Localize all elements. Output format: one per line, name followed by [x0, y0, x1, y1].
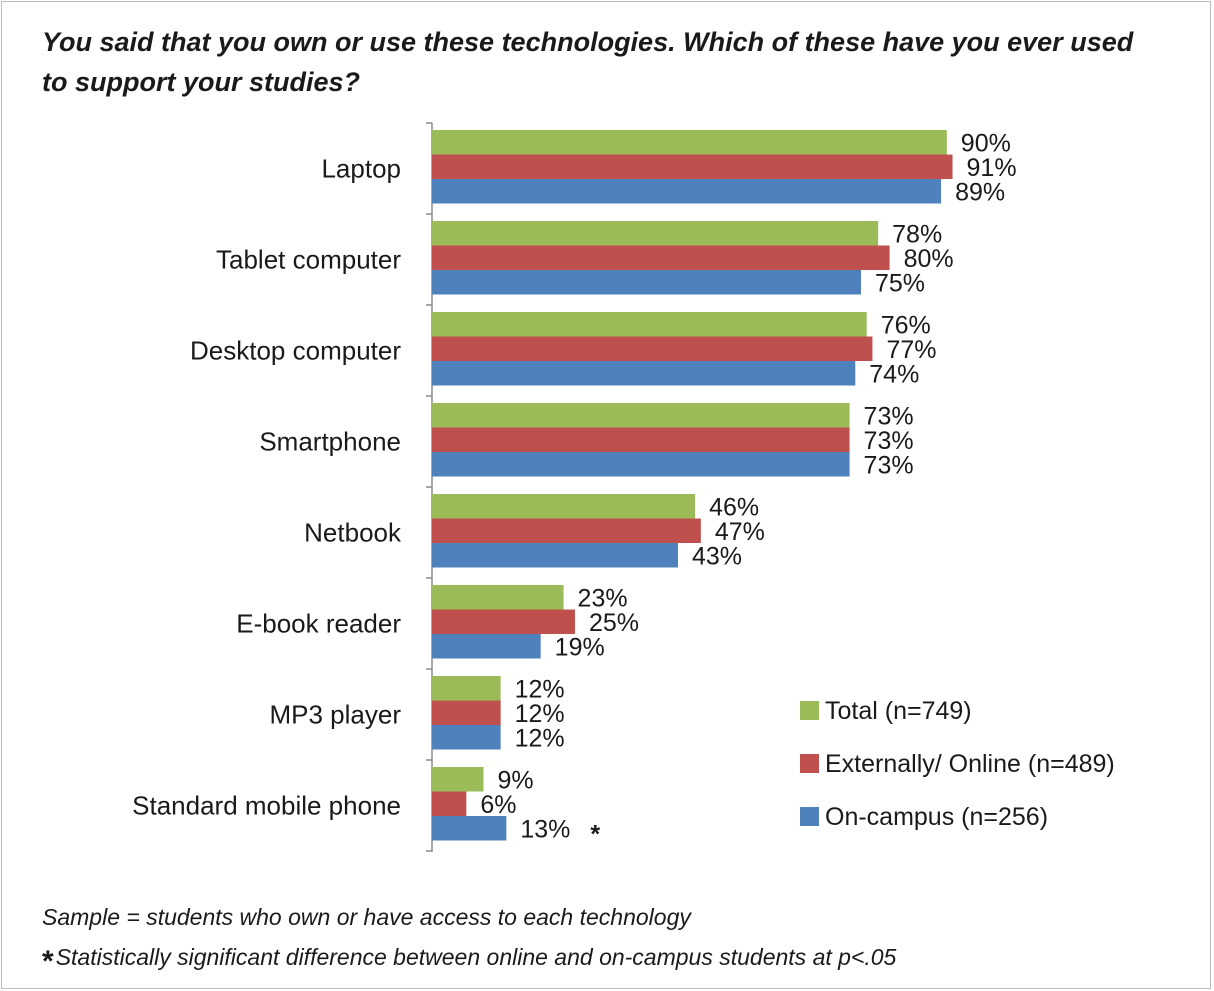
- data-label-smartphone-total: 73%: [864, 402, 914, 430]
- data-label-netbook-externally-online: 47%: [715, 518, 765, 546]
- legend-swatch-externally-online: [800, 754, 819, 773]
- significance-marker: *: [590, 820, 600, 848]
- bar-smartphone-on-campus: [432, 452, 850, 477]
- significance-note: *Statistically significant difference be…: [42, 944, 896, 979]
- data-label-desktop-computer-on-campus: 74%: [869, 360, 919, 388]
- bar-netbook-on-campus: [432, 543, 678, 568]
- data-label-desktop-computer-externally-online: 77%: [886, 336, 936, 364]
- data-label-e-book-reader-externally-online: 25%: [589, 609, 639, 637]
- data-label-laptop-on-campus: 89%: [955, 178, 1005, 206]
- bar-e-book-reader-on-campus: [432, 634, 541, 659]
- bars: [432, 130, 953, 841]
- data-label-netbook-total: 46%: [709, 493, 759, 521]
- category-label-e-book-reader: E-book reader: [236, 609, 401, 639]
- data-label-tablet-computer-on-campus: 75%: [875, 269, 925, 297]
- data-label-laptop-total: 90%: [961, 129, 1011, 157]
- category-label-desktop-computer: Desktop computer: [190, 336, 401, 366]
- legend-label-externally-online: Externally/ Online (n=489): [825, 750, 1115, 778]
- significance-text: Statistically significant difference bet…: [55, 944, 897, 970]
- data-label-tablet-computer-total: 78%: [892, 220, 942, 248]
- data-label-e-book-reader-total: 23%: [578, 584, 628, 612]
- legend-label-total: Total (n=749): [825, 697, 972, 725]
- category-label-standard-mobile-phone: Standard mobile phone: [132, 791, 401, 821]
- bar-tablet-computer-total: [432, 221, 879, 246]
- bar-standard-mobile-phone-externally-online: [432, 791, 467, 816]
- data-label-netbook-on-campus: 43%: [692, 542, 742, 570]
- legend-label-on-campus: On-campus (n=256): [825, 803, 1048, 831]
- bar-laptop-externally-online: [432, 154, 953, 179]
- bar-mp3-player-on-campus: [432, 725, 501, 750]
- significance-star: *: [42, 945, 54, 978]
- bar-tablet-computer-externally-online: [432, 245, 890, 270]
- data-label-smartphone-externally-online: 73%: [864, 427, 914, 455]
- bar-desktop-computer-on-campus: [432, 361, 856, 386]
- category-label-tablet-computer: Tablet computer: [216, 245, 401, 275]
- bar-desktop-computer-externally-online: [432, 336, 873, 361]
- data-labels: 90%91%89%78%80%75%76%77%74%73%73%73%46%4…: [480, 129, 1016, 848]
- data-label-desktop-computer-total: 76%: [881, 311, 931, 339]
- bar-tablet-computer-on-campus: [432, 270, 861, 295]
- category-label-netbook: Netbook: [304, 518, 402, 548]
- legend: Total (n=749) Externally/ Online (n=489) O…: [800, 697, 1115, 831]
- data-label-standard-mobile-phone-externally-online: 6%: [480, 791, 516, 819]
- bar-e-book-reader-total: [432, 585, 564, 610]
- category-axis: Laptop Tablet computer Desktop computer Sma…: [132, 122, 433, 852]
- bar-smartphone-externally-online: [432, 427, 850, 452]
- legend-swatch-total: [800, 701, 819, 720]
- bar-mp3-player-externally-online: [432, 700, 501, 725]
- chart-title: You said that you own or use these techn…: [42, 27, 1134, 97]
- data-label-e-book-reader-on-campus: 19%: [555, 633, 605, 661]
- bar-desktop-computer-total: [432, 312, 867, 337]
- bar-laptop-total: [432, 130, 947, 155]
- bar-mp3-player-total: [432, 676, 501, 701]
- legend-swatch-on-campus: [800, 807, 819, 826]
- bar-standard-mobile-phone-total: [432, 767, 484, 792]
- bar-standard-mobile-phone-on-campus: [432, 816, 507, 841]
- data-label-mp3-player-externally-online: 12%: [515, 700, 565, 728]
- category-label-smartphone: Smartphone: [259, 427, 401, 457]
- category-label-mp3-player: MP3 player: [270, 700, 402, 730]
- bar-e-book-reader-externally-online: [432, 609, 575, 634]
- data-label-mp3-player-total: 12%: [515, 675, 565, 703]
- bar-smartphone-total: [432, 403, 850, 428]
- sample-note: Sample = students who own or have access…: [42, 904, 691, 930]
- category-label-laptop: Laptop: [321, 154, 401, 184]
- data-label-standard-mobile-phone-total: 9%: [497, 766, 533, 794]
- data-label-smartphone-on-campus: 73%: [864, 451, 914, 479]
- data-label-mp3-player-on-campus: 12%: [515, 724, 565, 752]
- data-label-tablet-computer-externally-online: 80%: [904, 245, 954, 273]
- bar-laptop-on-campus: [432, 179, 942, 204]
- bar-netbook-total: [432, 494, 696, 519]
- bar-netbook-externally-online: [432, 518, 701, 543]
- data-label-laptop-externally-online: 91%: [967, 154, 1017, 182]
- data-label-standard-mobile-phone-on-campus: 13%: [520, 815, 570, 843]
